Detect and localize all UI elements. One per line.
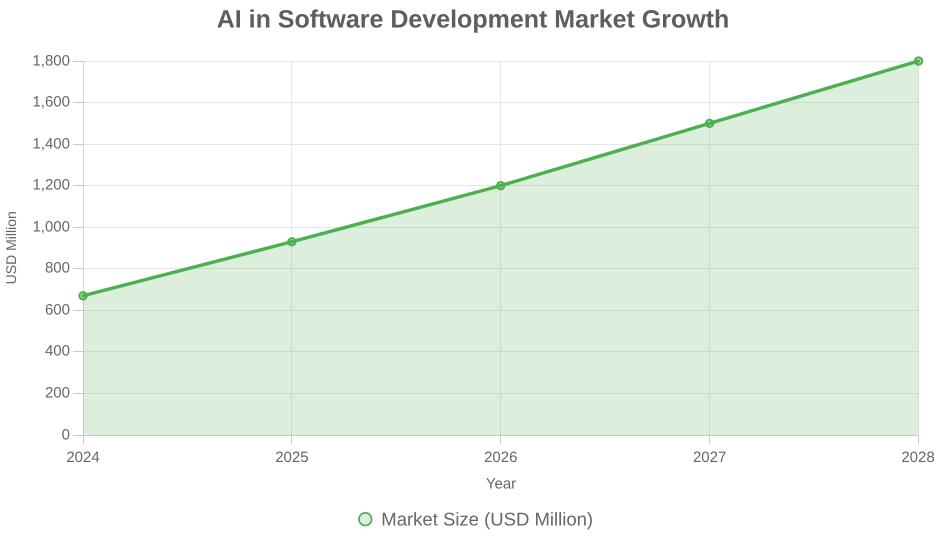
svg-text:AI in Software Development Mar: AI in Software Development Market Growth <box>217 6 730 34</box>
svg-text:1,800: 1,800 <box>32 52 70 69</box>
svg-text:600: 600 <box>45 301 70 318</box>
svg-text:2027: 2027 <box>693 449 726 466</box>
svg-text:2026: 2026 <box>484 449 517 466</box>
svg-text:USD Million: USD Million <box>3 211 19 284</box>
svg-text:0: 0 <box>62 426 70 443</box>
svg-text:2028: 2028 <box>901 449 934 466</box>
svg-text:800: 800 <box>45 259 70 276</box>
svg-text:2024: 2024 <box>66 449 99 466</box>
svg-text:200: 200 <box>45 384 70 401</box>
svg-text:2025: 2025 <box>275 449 308 466</box>
svg-text:1,000: 1,000 <box>32 218 70 235</box>
svg-text:1,600: 1,600 <box>32 93 70 110</box>
svg-text:1,200: 1,200 <box>32 176 70 193</box>
svg-text:1,400: 1,400 <box>32 135 70 152</box>
svg-text:Year: Year <box>486 475 516 492</box>
svg-text:400: 400 <box>45 342 70 359</box>
svg-text:Market Size (USD Million): Market Size (USD Million) <box>381 508 593 529</box>
